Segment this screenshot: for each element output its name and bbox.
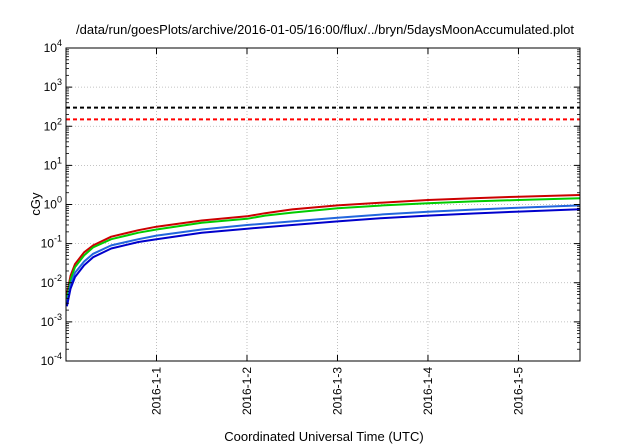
- x-axis-label: Coordinated Universal Time (UTC): [224, 429, 423, 444]
- grid: [66, 48, 580, 361]
- y-tick-label: 101: [44, 155, 62, 172]
- series-line: [65, 204, 581, 304]
- y-tick-labels: 10-4 10-3 10-2 10-1 100 101 102 103 104: [41, 38, 62, 368]
- series-line: [65, 208, 581, 307]
- y-tick-label: 10-4: [41, 351, 62, 368]
- series-lines: [65, 194, 581, 307]
- x-tick-labels: 2016-1-1 2016-1-2 2016-1-3 2016-1-4 2016-1-5: [149, 367, 525, 415]
- axis-ticks: [66, 47, 580, 362]
- y-tick-label: 103: [44, 77, 62, 94]
- y-tick-label: 10-3: [41, 312, 62, 329]
- y-tick-label: 10-2: [41, 273, 62, 290]
- series-line: [65, 197, 581, 299]
- chart-title: /data/run/goesPlots/archive/2016-01-05/1…: [76, 22, 574, 37]
- reference-lines: [66, 106, 580, 121]
- x-tick-label: 2016-1-4: [421, 367, 435, 415]
- x-tick-label: 2016-1-1: [149, 367, 163, 415]
- x-tick-label: 2016-1-2: [240, 367, 254, 415]
- y-tick-label: 104: [44, 38, 62, 55]
- series-line: [65, 194, 581, 295]
- y-tick-label: 10-1: [41, 234, 62, 251]
- y-axis-label: cGy: [28, 192, 43, 216]
- plot-frame: [65, 47, 581, 362]
- y-tick-label: 100: [44, 195, 62, 212]
- x-tick-label: 2016-1-3: [330, 367, 344, 415]
- y-tick-label: 102: [44, 116, 62, 133]
- x-tick-label: 2016-1-5: [511, 367, 525, 415]
